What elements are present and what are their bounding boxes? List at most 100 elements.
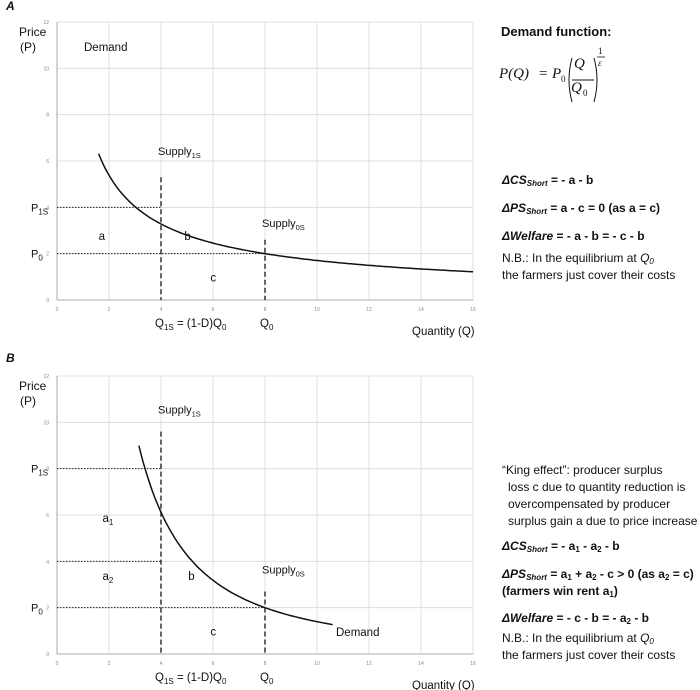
panel-letter: A bbox=[5, 0, 15, 13]
supply-line-label-sub: 0S bbox=[296, 569, 305, 578]
supply-line-label: Supply0S bbox=[262, 564, 305, 578]
price-level-label-sub: 1S bbox=[38, 207, 48, 216]
panel-b-king-line-3: overcompensated by producer bbox=[508, 497, 671, 511]
y-tick-label: 2 bbox=[46, 252, 49, 258]
area-label: b bbox=[184, 231, 190, 243]
x-axis-label: Quantity (Q) bbox=[412, 680, 475, 690]
area-label-main: a bbox=[99, 231, 106, 243]
price-level-label: P0 bbox=[31, 249, 43, 263]
x-tick-label: 0 bbox=[56, 307, 59, 313]
demand-curve bbox=[97, 153, 474, 273]
panel-a-delta-ps: ΔPSShort = a - c = 0 (as a = c) bbox=[502, 201, 661, 216]
x-marker-main: Q bbox=[260, 318, 269, 330]
panel-b-delta-welfare: ΔWelfare = - c - b = - a2 - b bbox=[502, 611, 649, 626]
price-level-label: P1S bbox=[31, 464, 48, 478]
x-marker-sub: 0 bbox=[269, 677, 274, 686]
y-tick-label: 0 bbox=[46, 298, 49, 304]
supply-line-label: Supply1S bbox=[158, 405, 201, 419]
x-marker-rest: = (1-D)Q bbox=[174, 672, 222, 684]
price-level-label-sub: 0 bbox=[38, 254, 43, 263]
x-tick-label: 10 bbox=[314, 307, 320, 313]
x-tick-label: 16 bbox=[470, 307, 476, 313]
supply-line-label-main: Supply bbox=[262, 564, 296, 576]
formula-bracket-graphic bbox=[568, 57, 598, 103]
price-level-label-main: P bbox=[31, 603, 38, 615]
panel-a-delta-welfare: ΔWelfare = - a - b = - c - b bbox=[502, 229, 645, 243]
x-tick-label: 12 bbox=[366, 307, 372, 313]
panel-a-demand-function-title: Demand function: bbox=[501, 24, 612, 39]
area-label-main: c bbox=[210, 626, 216, 638]
y-tick-label: 12 bbox=[43, 20, 49, 26]
x-tick-label: 14 bbox=[418, 307, 424, 313]
x-tick-label: 14 bbox=[418, 661, 424, 667]
y-axis-label-line: Price bbox=[19, 379, 47, 393]
y-tick-label: 10 bbox=[43, 66, 49, 72]
panel-b-king-line-1: “King effect”: producer surplus bbox=[502, 463, 663, 477]
x-marker-main: Q bbox=[260, 672, 269, 684]
supply-line-label-main: Supply bbox=[262, 218, 296, 230]
x-tick-label: 2 bbox=[108, 307, 111, 313]
panel-a-delta-cs: ΔCSShort = - a - b bbox=[502, 173, 594, 188]
area-label-main: c bbox=[210, 272, 216, 284]
formula-numerator: Q bbox=[574, 56, 585, 72]
x-tick-label: 8 bbox=[264, 661, 267, 667]
panel-b-king-line-2: loss c due to quantity reduction is bbox=[508, 480, 686, 494]
price-level-label-sub: 1S bbox=[38, 469, 48, 478]
formula-equals: = bbox=[539, 66, 548, 82]
x-tick-label: 10 bbox=[314, 661, 320, 667]
x-marker-main: Q bbox=[155, 318, 164, 330]
panel-b-delta-cs: ΔCSShort = - a1 - a2 - b bbox=[502, 539, 620, 554]
x-marker-rest: = (1-D)Q bbox=[174, 318, 222, 330]
area-label-main: a bbox=[103, 513, 110, 525]
x-tick-label: 8 bbox=[264, 307, 267, 313]
supply-line-label: Supply0S bbox=[262, 218, 305, 232]
area-label: a1 bbox=[103, 513, 114, 527]
y-tick-label: 12 bbox=[43, 374, 49, 380]
area-label-main: b bbox=[184, 231, 190, 243]
y-tick-label: 4 bbox=[46, 559, 49, 565]
y-tick-label: 8 bbox=[46, 467, 49, 473]
x-marker-sub: 0 bbox=[269, 323, 274, 332]
x-tick-label: 0 bbox=[56, 661, 59, 667]
supply-line-label-main: Supply bbox=[158, 405, 192, 417]
price-level-label-main: P bbox=[31, 464, 38, 476]
y-axis-label-line: Price bbox=[19, 25, 47, 39]
y-tick-label: 0 bbox=[46, 652, 49, 658]
formula-denominator-sub: 0 bbox=[583, 88, 588, 98]
supply-line-label-sub: 0S bbox=[296, 223, 305, 232]
demand-curve-label: Demand bbox=[336, 627, 379, 639]
y-tick-label: 4 bbox=[46, 205, 49, 211]
supply-line-label-sub: 1S bbox=[192, 410, 201, 419]
x-marker-sub: 1S bbox=[164, 323, 174, 332]
panel-b-delta-ps: ΔPSShort = a1 + a2 - c > 0 (as a2 = c) bbox=[502, 567, 694, 582]
y-tick-label: 6 bbox=[46, 513, 49, 519]
panel-b-delta-ps-note: (farmers win rent a1) bbox=[502, 584, 618, 599]
area-label-main: a bbox=[103, 571, 110, 583]
demand-curve-label: Demand bbox=[84, 42, 127, 54]
area-label-sub: 2 bbox=[109, 576, 114, 585]
panel-a-nb-line1: N.B.: In the equilibrium at Q0 bbox=[502, 251, 654, 266]
x-tick-label: 16 bbox=[470, 661, 476, 667]
y-axis-label-line: (P) bbox=[20, 394, 36, 408]
y-axis-label: Price (P) bbox=[19, 25, 47, 54]
x-tick-label: 2 bbox=[108, 661, 111, 667]
price-level-label-sub: 0 bbox=[38, 608, 43, 617]
formula-p0: P bbox=[552, 66, 562, 82]
y-tick-label: 8 bbox=[46, 113, 49, 119]
panel-b-nb-line1: N.B.: In the equilibrium at Q0 bbox=[502, 631, 654, 646]
x-axis-label: Quantity (Q) bbox=[412, 326, 475, 338]
area-label: a bbox=[99, 231, 106, 243]
panel-b-nb-line2: the farmers just cover their costs bbox=[502, 648, 676, 662]
y-tick-label: 6 bbox=[46, 159, 49, 165]
y-axis-label: Price (P) bbox=[19, 379, 47, 408]
y-tick-label: 10 bbox=[43, 420, 49, 426]
area-label-main: b bbox=[188, 571, 194, 583]
x-tick-label: 6 bbox=[212, 307, 215, 313]
x-marker-sub2: 0 bbox=[222, 323, 227, 332]
area-label: c bbox=[210, 272, 216, 284]
panel-a-nb-line2: the farmers just cover their costs bbox=[502, 268, 676, 282]
area-label-sub: 1 bbox=[109, 518, 114, 527]
